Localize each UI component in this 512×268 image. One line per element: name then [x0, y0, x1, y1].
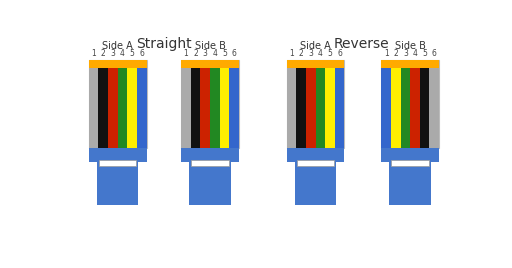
Bar: [89, 60, 146, 148]
Text: 2: 2: [101, 49, 105, 58]
Bar: [137, 60, 146, 68]
Bar: [295, 162, 336, 205]
Bar: [335, 68, 345, 148]
Bar: [229, 60, 239, 68]
Bar: [297, 160, 334, 166]
Bar: [210, 68, 220, 148]
Bar: [296, 60, 306, 68]
Bar: [315, 68, 325, 148]
Text: 3: 3: [308, 49, 313, 58]
Text: 1: 1: [184, 49, 188, 58]
Bar: [391, 60, 400, 68]
Bar: [381, 148, 439, 162]
Bar: [325, 60, 335, 68]
Bar: [306, 68, 315, 148]
Bar: [392, 160, 429, 166]
Bar: [390, 162, 431, 205]
Bar: [181, 148, 239, 162]
Text: Side B: Side B: [195, 42, 225, 51]
Bar: [220, 60, 229, 68]
Bar: [89, 68, 98, 148]
Bar: [306, 60, 315, 68]
Bar: [89, 148, 146, 162]
Bar: [287, 68, 296, 148]
Text: 1: 1: [289, 49, 294, 58]
Bar: [287, 60, 345, 148]
Text: 5: 5: [422, 49, 427, 58]
Text: Side A: Side A: [300, 42, 331, 51]
Text: 6: 6: [337, 49, 342, 58]
Bar: [118, 68, 127, 148]
Bar: [181, 60, 239, 148]
Bar: [381, 60, 439, 148]
Text: Side A: Side A: [102, 42, 133, 51]
Text: 6: 6: [231, 49, 237, 58]
Bar: [108, 60, 118, 68]
Bar: [98, 68, 108, 148]
Bar: [381, 68, 391, 148]
Text: 5: 5: [222, 49, 227, 58]
Bar: [191, 68, 200, 148]
Bar: [229, 68, 239, 148]
Bar: [430, 60, 439, 68]
Text: 3: 3: [403, 49, 408, 58]
Bar: [191, 160, 229, 166]
Bar: [381, 60, 391, 68]
Text: Side B: Side B: [395, 42, 425, 51]
Bar: [189, 162, 231, 205]
Bar: [97, 162, 138, 205]
Bar: [430, 68, 439, 148]
Bar: [315, 60, 325, 68]
Bar: [220, 68, 229, 148]
Bar: [181, 68, 191, 148]
Bar: [287, 148, 345, 162]
Bar: [89, 60, 98, 68]
Text: 3: 3: [111, 49, 115, 58]
Bar: [127, 68, 137, 148]
Bar: [391, 68, 400, 148]
Bar: [181, 60, 191, 68]
Bar: [400, 68, 410, 148]
Bar: [210, 60, 220, 68]
Text: Straight: Straight: [136, 37, 191, 51]
Bar: [335, 60, 345, 68]
Text: 2: 2: [393, 49, 398, 58]
Text: 6: 6: [139, 49, 144, 58]
Text: 4: 4: [318, 49, 323, 58]
Text: 6: 6: [432, 49, 437, 58]
Bar: [410, 60, 420, 68]
Text: 2: 2: [193, 49, 198, 58]
Text: 5: 5: [328, 49, 332, 58]
Bar: [108, 68, 118, 148]
Bar: [98, 60, 108, 68]
Text: 5: 5: [130, 49, 135, 58]
Bar: [118, 60, 127, 68]
Text: 4: 4: [212, 49, 217, 58]
Bar: [420, 68, 430, 148]
Bar: [325, 68, 335, 148]
Text: 4: 4: [413, 49, 417, 58]
Text: 1: 1: [384, 49, 389, 58]
Bar: [420, 60, 430, 68]
Bar: [410, 68, 420, 148]
Text: 2: 2: [298, 49, 304, 58]
Bar: [99, 160, 136, 166]
Text: 3: 3: [203, 49, 208, 58]
Bar: [287, 60, 296, 68]
Bar: [296, 68, 306, 148]
Bar: [200, 68, 210, 148]
Text: Reverse: Reverse: [334, 37, 390, 51]
Bar: [400, 60, 410, 68]
Bar: [200, 60, 210, 68]
Text: 4: 4: [120, 49, 125, 58]
Bar: [127, 60, 137, 68]
Text: 1: 1: [91, 49, 96, 58]
Bar: [137, 68, 146, 148]
Bar: [191, 60, 200, 68]
